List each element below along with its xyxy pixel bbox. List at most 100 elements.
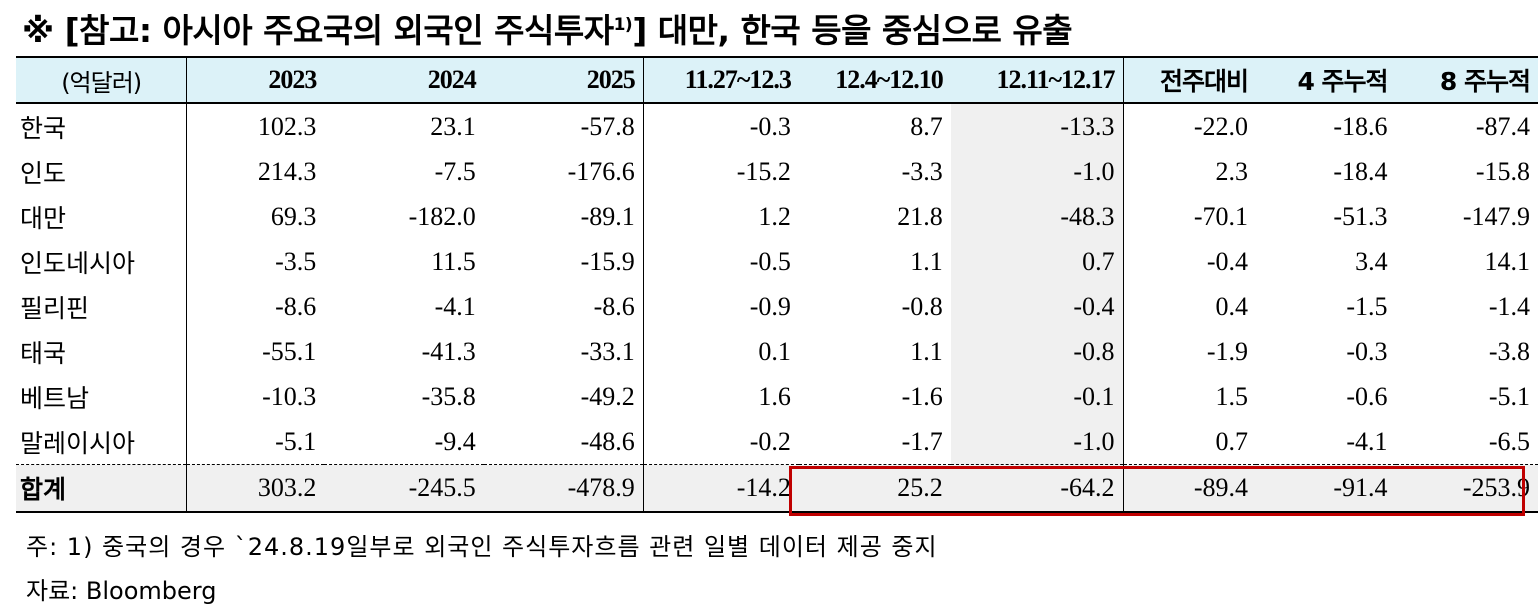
header-2025: 2025 <box>483 56 644 104</box>
header-2023: 2023 <box>186 56 325 104</box>
table-cell: -87.4 <box>1475 111 1530 141</box>
table-cell: -1.5 <box>1346 291 1388 321</box>
table-cell: 8.7 <box>910 111 943 141</box>
header-4week-cumulative: 4 주누적 <box>1256 56 1396 104</box>
table-cell: -182.0 <box>408 201 476 231</box>
table-cell: 0.4 <box>1215 291 1249 321</box>
source-note: 자료: Bloomberg <box>26 577 217 605</box>
table-cell: -0.3 <box>1346 336 1388 366</box>
page-title: ※ [참고: 아시아 주요국의 외국인 주식투자1)] 대만, 한국 등을 중심… <box>22 4 1073 52</box>
table-cell: -13.3 <box>950 103 1124 149</box>
table-cell: 1.2 <box>758 201 791 231</box>
table-cell: -55.1 <box>262 336 317 366</box>
table-cell: -33.1 <box>483 329 644 374</box>
total-cell: 25.2 <box>798 464 951 513</box>
table-cell: -1.9 <box>1206 336 1248 366</box>
table-cell: -10.3 <box>262 381 317 411</box>
total-cell: -89.4 <box>1123 464 1256 513</box>
total-cell: -91.4 <box>1256 464 1396 513</box>
table-row: 말레이시아 -5.1 -9.4 -48.6 -0.2 -1.7 -1.0 0.7 -4.1 -6.… <box>16 419 1538 465</box>
total-cell: -253.9 <box>1395 464 1538 513</box>
table-cell: -9.4 <box>434 426 476 456</box>
header-unit: (억달러) <box>16 56 188 104</box>
table-cell: 14.1 <box>1484 246 1531 276</box>
table-cell: -3.8 <box>1488 336 1530 366</box>
table-cell: -15.8 <box>1475 156 1530 186</box>
row-label: 베트남 <box>16 374 188 419</box>
table-cell: -0.2 <box>749 426 791 456</box>
table-cell: -4.1 <box>434 291 476 321</box>
table-cell: 21.8 <box>897 201 943 231</box>
table-cell: -0.5 <box>749 246 791 276</box>
table-row: 대만 69.3 -182.0 -89.1 1.2 21.8 -48.3 -70.1 -51.3 -… <box>16 194 1538 239</box>
table-cell: 214.3 <box>257 156 317 186</box>
table-cell: 102.3 <box>257 111 317 141</box>
table-row: 한국 102.3 23.1 -57.8 -0.3 8.7 -13.3 -22.0 -18.6 -8… <box>16 103 1538 149</box>
table-cell: -0.1 <box>950 374 1124 419</box>
footnote: 주: 1) 중국의 경우 `24.8.19일부로 외국인 주식투자흐름 관련 일… <box>26 533 938 561</box>
table-cell: 1.1 <box>910 336 943 366</box>
total-cell: -478.9 <box>483 464 644 513</box>
total-cell: -245.5 <box>324 464 484 513</box>
header-week-2: 12.4~12.10 <box>798 56 951 104</box>
table-cell: -18.6 <box>1333 111 1388 141</box>
table-cell: -5.1 <box>275 426 317 456</box>
table-cell: -48.3 <box>950 194 1124 239</box>
table-row: 인도네시아 -3.5 11.5 -15.9 -0.5 1.1 0.7 -0.4 3.4 14.1 <box>16 239 1538 284</box>
table-cell: -6.5 <box>1488 426 1530 456</box>
table-cell: -176.6 <box>483 149 644 194</box>
title-suffix: ] 대만, 한국 등을 중심으로 유출 <box>632 11 1073 50</box>
table-cell: -1.4 <box>1488 291 1530 321</box>
table-cell: -70.1 <box>1193 201 1248 231</box>
table-cell: 0.7 <box>950 239 1124 284</box>
title-footnote-marker: 1) <box>613 15 633 35</box>
table-cell: -0.4 <box>950 284 1124 329</box>
table-cell: 2.3 <box>1215 156 1249 186</box>
table-cell: -0.9 <box>749 291 791 321</box>
table-cell: -15.2 <box>736 156 791 186</box>
row-label: 필리핀 <box>16 284 188 329</box>
total-cell: -14.2 <box>643 464 799 513</box>
table-cell: -1.6 <box>901 381 943 411</box>
header-week-3: 12.11~12.17 <box>950 56 1124 104</box>
header-2024: 2024 <box>324 56 484 104</box>
table-row: 인도 214.3 -7.5 -176.6 -15.2 -3.3 -1.0 2.3 -18.4 -1… <box>16 149 1538 194</box>
table-cell: -89.1 <box>483 194 644 239</box>
table-cell: 23.1 <box>430 111 476 141</box>
row-label: 대만 <box>16 194 188 239</box>
foreign-equity-flow-table: (억달러) 2023 2024 2025 11.27~12.3 12.4~12.… <box>16 56 1538 513</box>
table-cell: -41.3 <box>421 336 476 366</box>
table-cell: -51.3 <box>1333 201 1388 231</box>
total-cell: 303.2 <box>186 464 325 513</box>
table-cell: 1.1 <box>910 246 943 276</box>
table-cell: -1.7 <box>901 426 943 456</box>
row-label: 인도네시아 <box>16 239 188 284</box>
table-cell: 11.5 <box>431 246 476 276</box>
total-label: 합계 <box>16 464 188 513</box>
table-row: 필리핀 -8.6 -4.1 -8.6 -0.9 -0.8 -0.4 0.4 -1.5 -1.4 <box>16 284 1538 329</box>
row-label: 말레이시아 <box>16 419 188 465</box>
total-cell: -64.2 <box>950 464 1124 513</box>
row-label: 태국 <box>16 329 188 374</box>
table-cell: -0.8 <box>901 291 943 321</box>
table-cell: 0.7 <box>1215 426 1249 456</box>
table-cell: -0.4 <box>1206 246 1248 276</box>
table-cell: -0.3 <box>749 111 791 141</box>
header-week-1: 11.27~12.3 <box>643 56 799 104</box>
table-row: 베트남 -10.3 -35.8 -49.2 1.6 -1.6 -0.1 1.5 -0.6 -5.1 <box>16 374 1538 419</box>
table-cell: -0.8 <box>950 329 1124 374</box>
table-cell: -15.9 <box>483 239 644 284</box>
table-cell: -3.5 <box>275 246 317 276</box>
table-cell: -1.0 <box>950 149 1124 194</box>
table-cell: -1.0 <box>950 419 1124 465</box>
table-cell: -48.6 <box>483 419 644 465</box>
header-row: (억달러) 2023 2024 2025 11.27~12.3 12.4~12.… <box>16 56 1538 104</box>
table-cell: 69.3 <box>270 201 317 231</box>
table-cell: -147.9 <box>1462 201 1530 231</box>
table-cell: -18.4 <box>1333 156 1388 186</box>
header-wow-change: 전주대비 <box>1123 56 1256 104</box>
table-cell: 1.6 <box>758 381 791 411</box>
total-row: 합계 303.2 -245.5 -478.9 -14.2 25.2 -64.2 -89.4 -9… <box>16 464 1538 513</box>
table-cell: 3.4 <box>1355 246 1388 276</box>
table-cell: -49.2 <box>483 374 644 419</box>
